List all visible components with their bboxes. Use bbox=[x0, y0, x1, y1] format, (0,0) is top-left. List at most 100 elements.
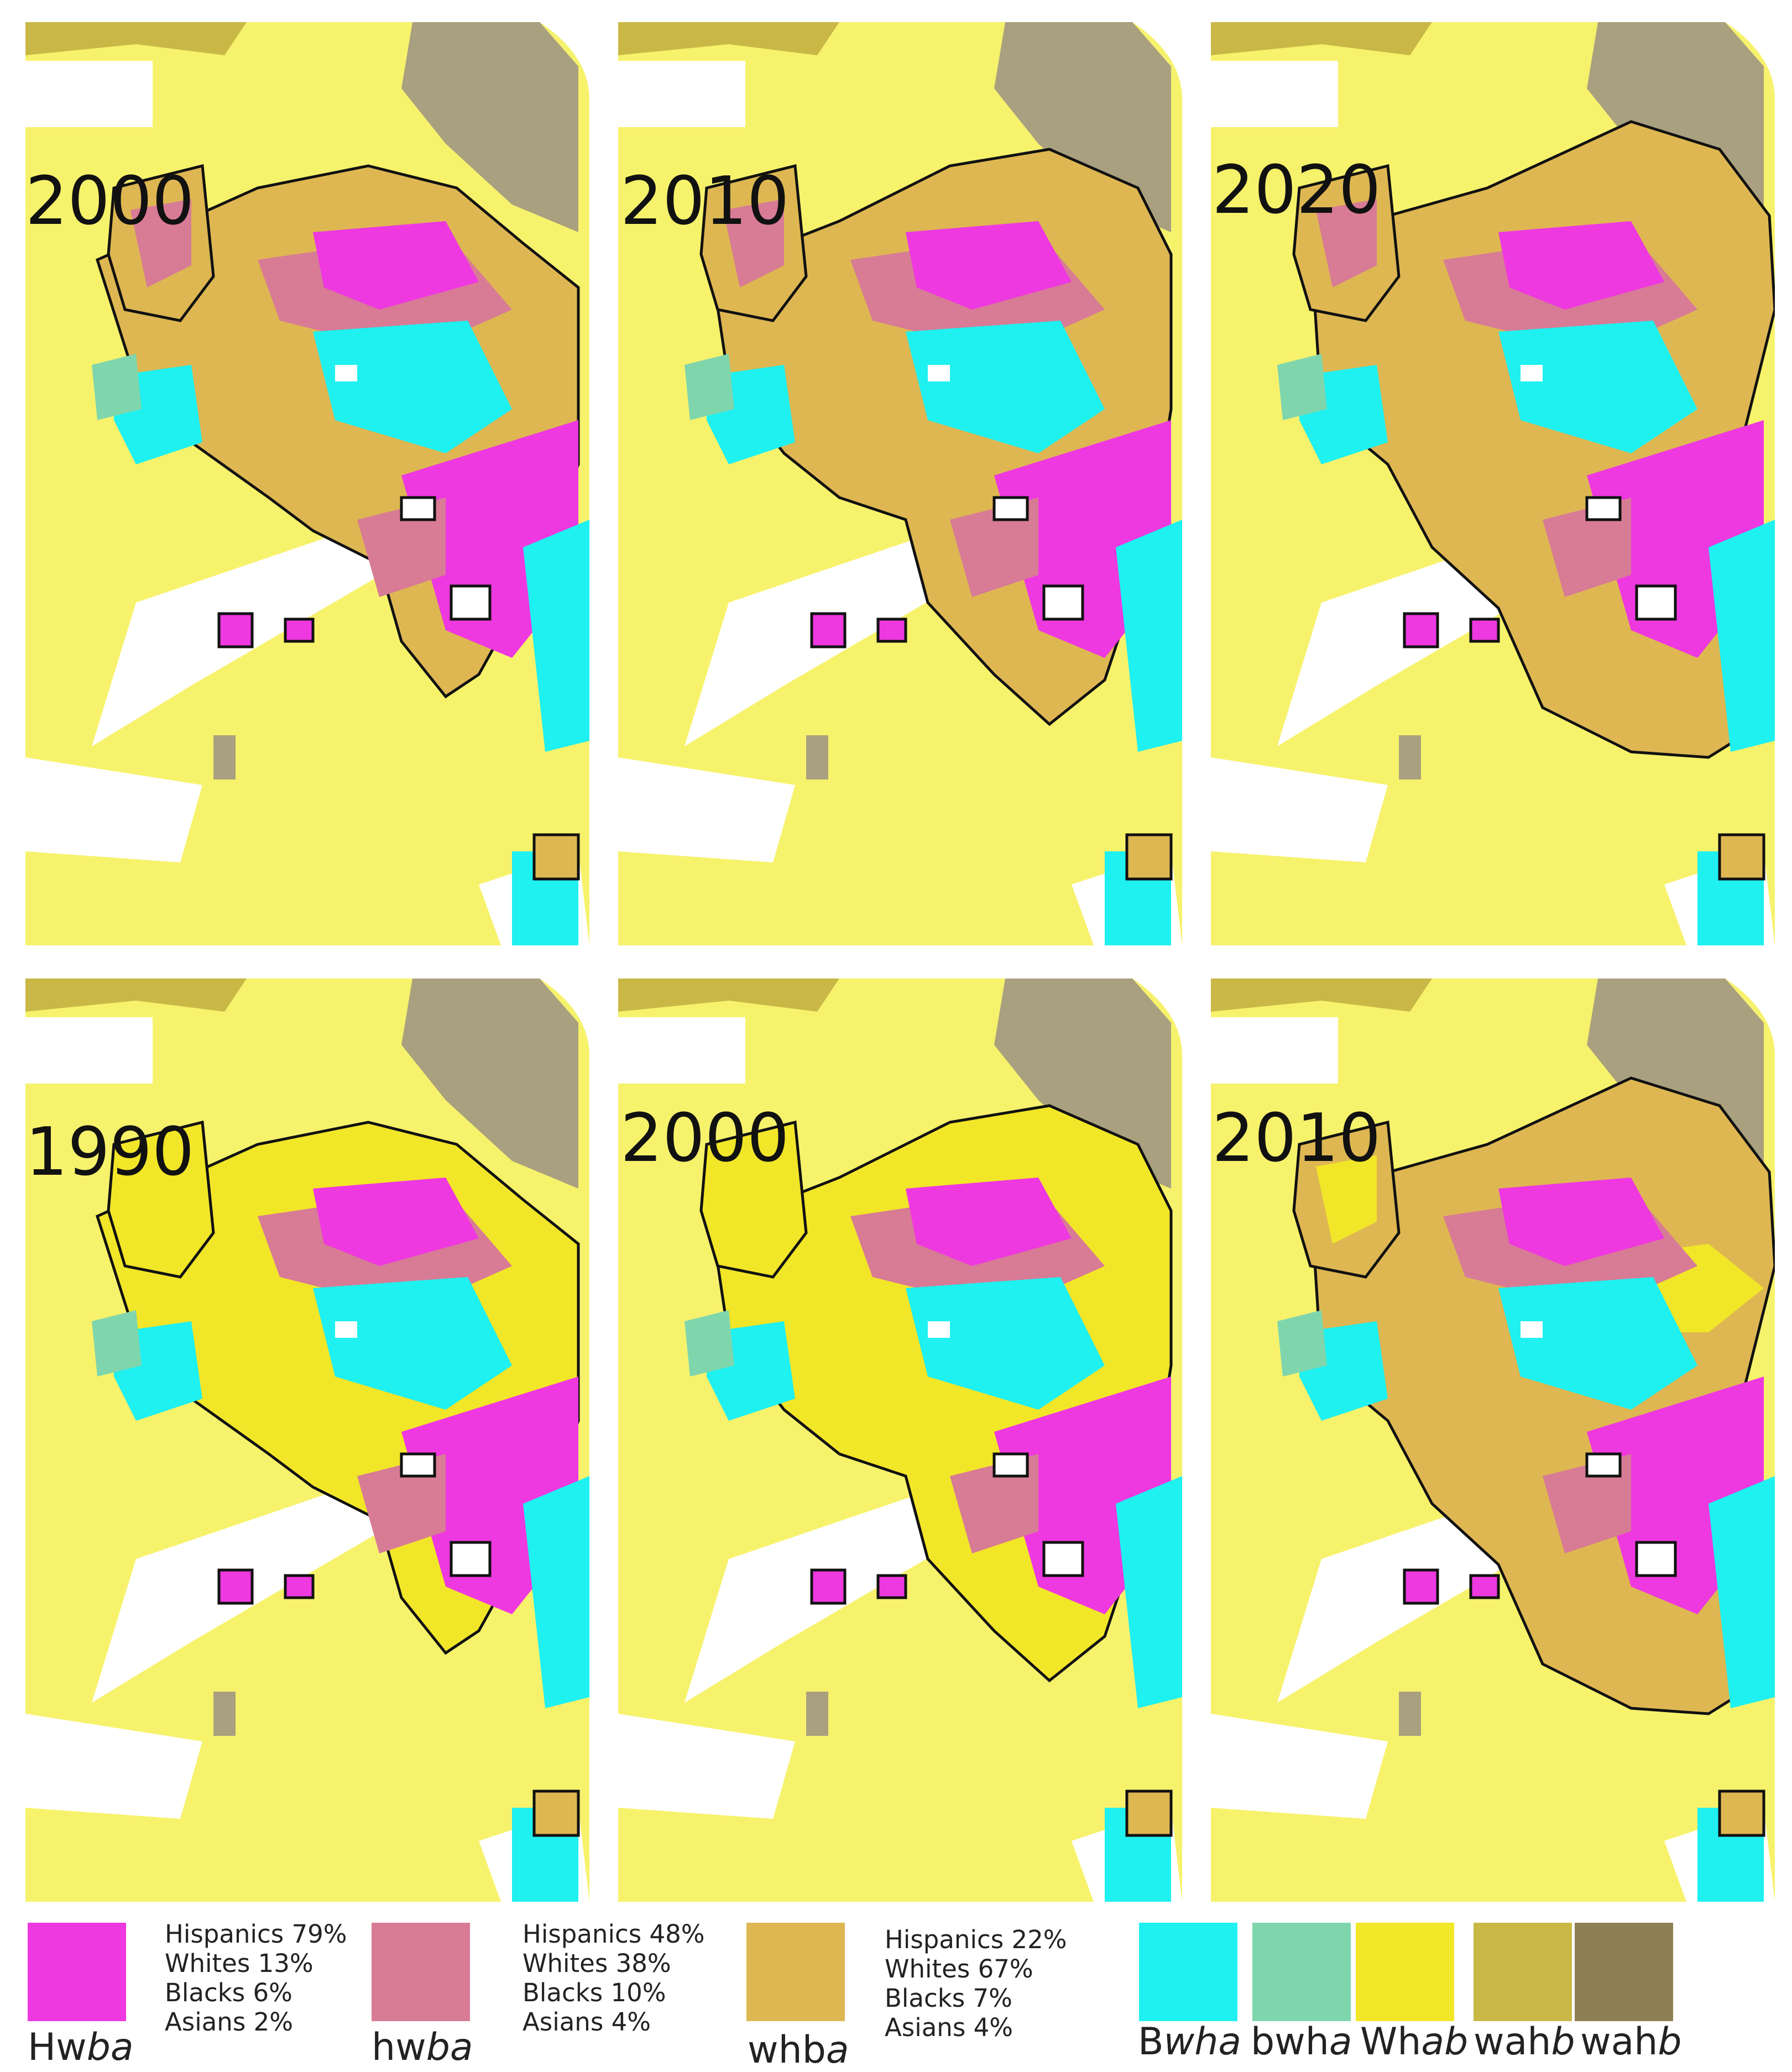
cyan-area bbox=[906, 1277, 1105, 1410]
inner-patch bbox=[1316, 1155, 1377, 1244]
map-panel-5: 2000 bbox=[618, 979, 1182, 1902]
small-island bbox=[876, 618, 907, 643]
legend-code-5: bwha bbox=[1251, 2020, 1352, 2064]
stat-line: Whites 38% bbox=[523, 1949, 671, 1978]
panel-year-label: 2020 bbox=[1212, 152, 1381, 229]
northeast-region bbox=[401, 979, 578, 1189]
white-hole bbox=[1521, 365, 1543, 381]
mid-hispanic-area bbox=[357, 498, 446, 597]
stat-line: Whites 67% bbox=[885, 1954, 1033, 1984]
legend-code-2: hwba bbox=[372, 2026, 473, 2069]
green-area bbox=[1277, 1310, 1327, 1377]
green-area bbox=[92, 354, 142, 420]
cyan-area bbox=[1498, 321, 1697, 453]
legend-swatch-wahb-brown bbox=[1575, 1923, 1673, 2021]
northeast-region bbox=[994, 22, 1171, 232]
cyan-area bbox=[313, 1277, 512, 1410]
cyan-area bbox=[906, 321, 1105, 453]
inner-patch bbox=[130, 1155, 191, 1244]
cyan-area bbox=[523, 1476, 589, 1708]
gray-speck bbox=[806, 735, 828, 779]
map-graphic bbox=[618, 979, 1182, 1902]
small-island bbox=[217, 1568, 254, 1605]
stat-line: Blacks 10% bbox=[523, 1978, 666, 2007]
stat-line: Blacks 7% bbox=[885, 1984, 1012, 2013]
small-island bbox=[284, 618, 315, 643]
empty-area bbox=[25, 61, 153, 127]
empty-area bbox=[25, 757, 202, 862]
legend: Hispanics 79% Whites 13% Blacks 6% Asian… bbox=[0, 1913, 1792, 2070]
map-graphic bbox=[25, 22, 589, 945]
cyan-area bbox=[523, 520, 589, 752]
white-hole bbox=[335, 1321, 357, 1338]
northwest-fringe bbox=[1211, 22, 1432, 55]
empty-area bbox=[1211, 61, 1338, 127]
empty-area bbox=[1211, 1714, 1388, 1819]
white-hole bbox=[1521, 1321, 1543, 1338]
inner-patch bbox=[723, 199, 784, 287]
map-panel-2: 2010 bbox=[618, 22, 1182, 945]
inner-patch bbox=[723, 1155, 784, 1244]
empty-area bbox=[1211, 757, 1388, 862]
legend-swatch-bwha-green bbox=[1252, 1923, 1351, 2021]
stat-line: Asians 2% bbox=[165, 2007, 293, 2037]
white-hole bbox=[400, 496, 436, 521]
green-area bbox=[92, 1310, 142, 1377]
panel-year-label: 2010 bbox=[1212, 1100, 1381, 1177]
small-island bbox=[532, 1790, 580, 1837]
small-island bbox=[1403, 1568, 1439, 1605]
white-hole bbox=[1585, 496, 1622, 521]
high-hispanic-area bbox=[906, 1178, 1072, 1266]
small-island bbox=[810, 1568, 847, 1605]
green-area bbox=[685, 1310, 734, 1377]
empty-area bbox=[25, 1714, 202, 1819]
empty-area bbox=[618, 1017, 745, 1084]
legend-swatch-wahb-olive bbox=[1474, 1923, 1572, 2021]
northwest-fringe bbox=[618, 979, 839, 1012]
map-graphic bbox=[618, 22, 1182, 945]
gray-speck bbox=[213, 1692, 236, 1736]
white-hole bbox=[335, 365, 357, 381]
map-panel-4: 1990 bbox=[25, 979, 589, 1902]
northwest-fringe bbox=[25, 22, 247, 55]
panel-year-label: 2000 bbox=[25, 163, 195, 240]
gray-speck bbox=[1399, 1692, 1421, 1736]
white-hole bbox=[992, 1452, 1029, 1478]
white-hole bbox=[928, 1321, 950, 1338]
legend-swatch-hwba-mid bbox=[372, 1923, 470, 2021]
small-island bbox=[1403, 612, 1439, 648]
stat-line: Hispanics 79% bbox=[165, 1919, 347, 1949]
northwest-fringe bbox=[25, 979, 247, 1012]
map-panel-1: 2000 bbox=[25, 22, 589, 945]
cyan-area bbox=[313, 321, 512, 453]
white-hole bbox=[450, 584, 492, 621]
small-island bbox=[217, 612, 254, 648]
high-hispanic-area bbox=[906, 221, 1072, 310]
legend-stats-2: Hispanics 48% Whites 38% Blacks 10% Asia… bbox=[523, 1919, 704, 2037]
small-island bbox=[1469, 618, 1500, 643]
legend-code-1: Hwba bbox=[28, 2026, 134, 2069]
empty-area bbox=[1211, 1017, 1338, 1084]
cyan-area bbox=[1116, 1476, 1182, 1708]
small-island bbox=[284, 1574, 315, 1599]
white-hole bbox=[1635, 584, 1677, 621]
mid-hispanic-area bbox=[1543, 1454, 1631, 1553]
white-hole bbox=[1042, 584, 1084, 621]
high-hispanic-area bbox=[1498, 221, 1664, 310]
empty-area bbox=[25, 1017, 153, 1084]
cyan-area bbox=[1116, 520, 1182, 752]
white-hole bbox=[450, 1541, 492, 1577]
green-area bbox=[685, 354, 734, 420]
stat-line: Hispanics 22% bbox=[885, 1925, 1067, 1954]
legend-swatch-whba bbox=[746, 1923, 845, 2021]
stat-line: Asians 4% bbox=[885, 2013, 1013, 2042]
mid-hispanic-area bbox=[1543, 498, 1631, 597]
gray-speck bbox=[1399, 735, 1421, 779]
white-hole bbox=[992, 496, 1029, 521]
panel-year-label: 2010 bbox=[620, 163, 790, 240]
stat-line: Asians 4% bbox=[523, 2007, 651, 2037]
empty-area bbox=[618, 61, 745, 127]
stat-line: Hispanics 48% bbox=[523, 1919, 705, 1949]
map-panel-3: 2020 bbox=[1211, 22, 1775, 945]
legend-code-4: Bwha bbox=[1138, 2020, 1242, 2064]
